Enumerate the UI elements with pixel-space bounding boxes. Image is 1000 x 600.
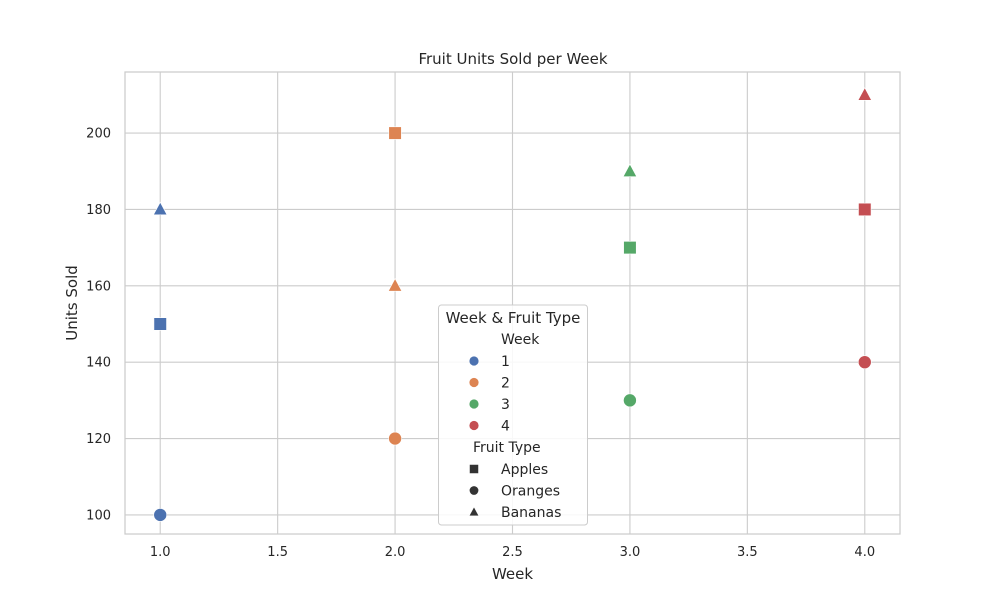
x-tick-label: 3.5 — [737, 545, 758, 560]
x-tick-label: 1.0 — [150, 545, 171, 560]
legend: Week & Fruit Type Week 1 2 3 4 Fruit Type A… — [438, 304, 588, 526]
points-layer — [152, 87, 873, 522]
legend-fruit-marker — [469, 464, 479, 474]
legend-fruit-label: Apples — [501, 462, 548, 478]
tick-layer: 1.0 1.5 2.0 2.5 3.0 3.5 4.0 100 120 140 160 180 200 — [86, 127, 875, 560]
y-tick-label: 200 — [86, 127, 111, 142]
data-point-oranges-week-2 — [388, 431, 402, 446]
legend-fruit-label: Oranges — [501, 484, 560, 500]
legend-hue-entries: 1 2 3 4 — [469, 354, 510, 435]
x-tick-label: 1.5 — [267, 545, 288, 560]
y-tick-label: 140 — [86, 356, 111, 371]
data-point-bananas-week-1 — [152, 201, 168, 216]
data-point-oranges-week-1 — [153, 508, 168, 522]
x-tick-label: 4.0 — [854, 545, 875, 560]
legend-week-label: 1 — [501, 354, 510, 370]
x-tick-label: 2.0 — [385, 545, 406, 560]
y-tick-label: 120 — [86, 432, 111, 447]
legend-week-label: 4 — [501, 419, 510, 435]
data-point-apples-week-2 — [388, 126, 402, 140]
data-point-oranges-week-4 — [857, 355, 872, 369]
data-point-apples-week-4 — [858, 202, 872, 217]
legend-hue-title: Week — [501, 332, 540, 348]
data-point-oranges-week-3 — [623, 393, 637, 408]
legend-fruit-marker — [469, 485, 479, 496]
data-point-apples-week-1 — [153, 317, 167, 331]
y-tick-label: 160 — [86, 279, 111, 294]
legend-week-label: 2 — [501, 376, 510, 392]
y-tick-label: 180 — [86, 203, 111, 218]
legend-title: Week & Fruit Type — [446, 309, 581, 327]
data-point-bananas-week-2 — [387, 277, 403, 292]
x-tick-label: 2.5 — [502, 545, 523, 560]
legend-fruit-marker — [468, 506, 480, 517]
data-point-bananas-week-4 — [857, 87, 873, 101]
y-tick-label: 100 — [86, 508, 111, 523]
legend-style-title: Fruit Type — [473, 440, 541, 456]
legend-week-label: 3 — [501, 397, 510, 413]
legend-week-marker — [469, 420, 479, 431]
chart-title: Fruit Units Sold per Week — [418, 50, 607, 68]
x-tick-label: 3.0 — [620, 545, 641, 560]
x-axis-label: Week — [492, 565, 533, 583]
data-point-apples-week-3 — [623, 241, 637, 255]
legend-fruit-label: Bananas — [501, 505, 561, 521]
plot-frame — [124, 71, 901, 535]
legend-week-marker — [469, 377, 479, 388]
legend-week-marker — [469, 356, 479, 366]
legend-week-marker — [469, 399, 479, 409]
y-axis-label: Units Sold — [63, 265, 81, 341]
data-point-bananas-week-3 — [622, 163, 638, 177]
legend-style-entries: Apples Oranges Bananas — [468, 462, 561, 521]
